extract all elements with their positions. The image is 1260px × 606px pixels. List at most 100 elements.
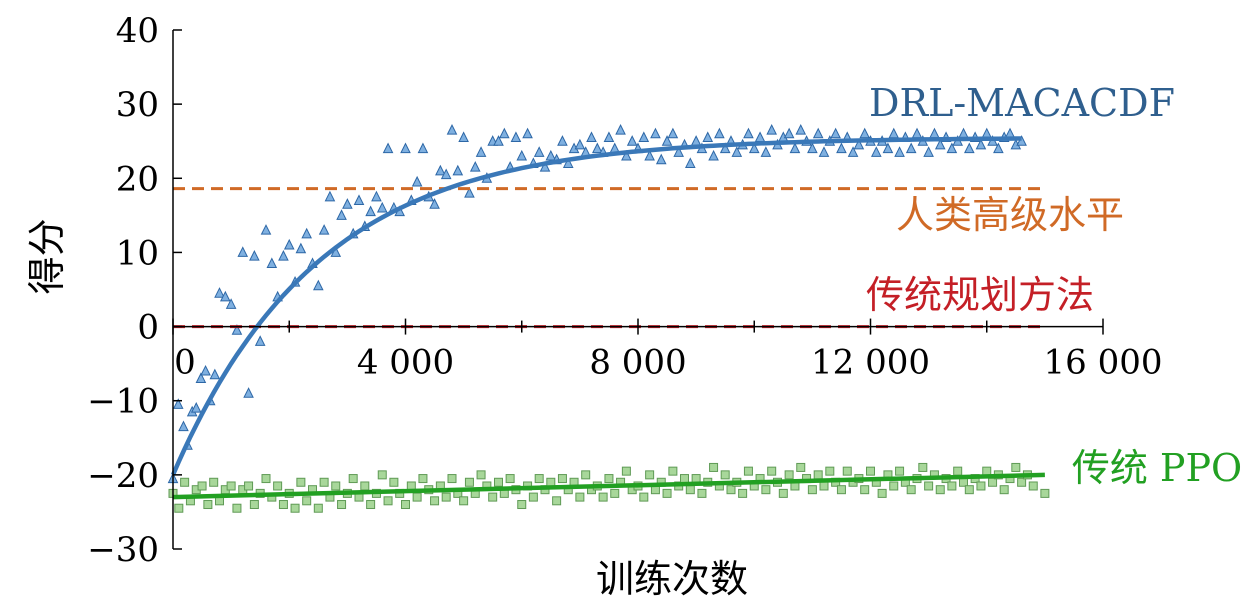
drl-point (539, 161, 551, 172)
ppo-point (174, 503, 184, 513)
ppo-point (877, 488, 887, 498)
ppo-point (860, 485, 870, 495)
ppo-point (947, 481, 957, 491)
drl-point (812, 127, 824, 139)
drl-point (190, 402, 202, 413)
x-tick-label: 8 000 (589, 343, 686, 383)
y-axis-title: 得分 (25, 218, 69, 294)
ppo-point (581, 470, 591, 480)
drl-point (655, 153, 667, 165)
drl-point (702, 131, 714, 143)
drl-point (510, 131, 522, 143)
y-tick-label: 20 (116, 159, 159, 199)
drl-point (946, 142, 958, 154)
drl-point (871, 146, 882, 157)
ppo-point (447, 474, 457, 484)
ppo-point (296, 477, 306, 487)
ppo-point (988, 477, 998, 487)
drl-point (522, 127, 533, 139)
ppo-point (999, 485, 1009, 495)
ppo-point (366, 500, 376, 510)
ppo-point (528, 492, 538, 502)
ppo-point (534, 474, 544, 484)
drl-point (853, 138, 865, 150)
ppo-point (697, 488, 707, 498)
axes (172, 29, 1104, 550)
drl-point (231, 324, 243, 335)
ppo-point (557, 474, 567, 484)
ppo-point (610, 488, 620, 498)
drl-point (446, 123, 458, 135)
drl-point (516, 149, 528, 161)
ppo-point (401, 500, 410, 510)
drl-point (464, 186, 475, 198)
drl-point (993, 142, 1004, 154)
ppo-point (982, 466, 992, 476)
drl-point (754, 131, 766, 143)
drl-point (795, 123, 807, 135)
drl-point (603, 131, 615, 143)
ppo-point (726, 485, 736, 495)
ppo-point (807, 485, 817, 495)
ppo-point (1011, 462, 1021, 472)
ppo-point (836, 485, 846, 495)
drl-point (981, 127, 993, 139)
drl-point (318, 224, 330, 235)
ppo-point (709, 462, 719, 472)
drl-point (929, 127, 940, 139)
drl-point (411, 175, 423, 187)
drl-point (243, 387, 254, 398)
ppo-point (738, 488, 748, 498)
ppo-point (604, 474, 614, 484)
drl-point (452, 164, 464, 176)
drl-point (859, 127, 870, 139)
ppo-point (685, 485, 695, 495)
drl-point (626, 135, 638, 146)
drl-point (911, 127, 923, 139)
drl-point (964, 142, 975, 154)
drl-fit-curve (170, 136, 1022, 476)
ppo-point (895, 466, 905, 476)
drl-point (807, 142, 818, 154)
drl-point (789, 142, 801, 154)
ppo-point (546, 477, 556, 487)
drl-point (435, 164, 446, 176)
drl-point (748, 142, 760, 154)
drl-point (615, 123, 626, 135)
drl-point (429, 198, 440, 209)
ppo-point (918, 462, 928, 472)
drl-point (499, 127, 510, 139)
drl-point (621, 149, 632, 161)
ppo-point (639, 492, 649, 502)
y-tick-label: −10 (87, 382, 159, 422)
drl-point (172, 398, 184, 409)
drl-point (237, 246, 249, 257)
ppo-point (866, 466, 875, 476)
ppo-point (778, 488, 788, 498)
series-label-planning: 传统规划方法 (866, 273, 1094, 317)
ppo-point (249, 500, 259, 510)
drl-point (493, 135, 504, 146)
ppo-point (331, 481, 341, 491)
drl-point (830, 127, 841, 139)
drl-point (719, 142, 731, 154)
ppo-point (1040, 488, 1050, 498)
ppo-point (680, 474, 689, 484)
ppo-point (575, 492, 585, 502)
ppo-point (645, 470, 655, 480)
drl-point (313, 279, 324, 291)
x-tick-label: 0 (174, 343, 196, 383)
ppo-fit-line (172, 472, 1045, 500)
drl-point (685, 157, 696, 168)
drl-point (644, 149, 655, 161)
ppo-point (319, 477, 329, 487)
drl-point (200, 364, 211, 376)
y-tick-label: −20 (87, 456, 159, 496)
ppo-point (476, 470, 486, 480)
ppo-point (430, 496, 440, 506)
ppo-point (668, 466, 678, 476)
ppo-point (935, 485, 945, 495)
drl-point (260, 224, 272, 235)
drl-point (650, 127, 661, 139)
ppo-point (505, 474, 515, 484)
